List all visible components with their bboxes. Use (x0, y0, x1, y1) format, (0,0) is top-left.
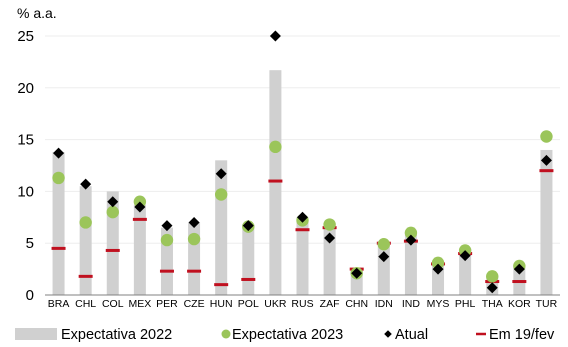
marker-series (51, 30, 554, 294)
x-tick-label: RUS (291, 298, 313, 310)
x-tick-label: HUN (210, 298, 233, 310)
legend-item: Atual (384, 327, 428, 343)
bar-series (52, 70, 553, 295)
x-tick-label: BRA (48, 298, 70, 310)
atual-point (107, 196, 119, 208)
legend-item: Em 19/fev (476, 327, 555, 343)
y-tick-label: 25 (17, 28, 34, 45)
y-tick-label: 15 (17, 132, 34, 149)
bar (540, 149, 553, 295)
expectativa-2023-point (323, 218, 336, 231)
legend-label: Expectativa 2022 (61, 327, 172, 343)
x-tick-label: CHN (345, 298, 368, 310)
atual-point (242, 220, 254, 232)
x-tick-label: IND (402, 298, 421, 310)
atual-point (378, 251, 390, 263)
atual-point (405, 234, 417, 246)
y-tick-label: 5 (26, 235, 34, 252)
x-axis-categories: BRA CHL COL MEX PER CZE HUN POL UKR RUS ZAF CHN IDN I… (48, 298, 558, 310)
bar (242, 224, 255, 295)
y-tick-label: 20 (17, 80, 34, 97)
x-tick-label: ZAF (320, 298, 340, 310)
atual-point (459, 250, 471, 262)
legend: Expectativa 2022 Expectativa 2023 Atual Em … (15, 327, 555, 343)
y-tick-label: 10 (17, 183, 34, 200)
legend-swatch-bar (15, 328, 57, 340)
legend-item: Expectativa 2022 (15, 327, 172, 343)
x-tick-label: KOR (508, 298, 531, 310)
bar (79, 186, 92, 295)
atual-point (486, 282, 498, 294)
bar (432, 263, 445, 295)
atual-point (188, 216, 200, 228)
expectativa-2023-point (269, 140, 282, 154)
bar (404, 231, 417, 295)
atual-point (161, 220, 173, 232)
expectativa-2023-point (160, 233, 174, 247)
expectativa-2023-point (431, 256, 445, 270)
bar (459, 248, 472, 295)
y-axis-unit-label: % a.a. (17, 5, 57, 21)
expectativa-2023-point (52, 171, 65, 185)
x-tick-label: PHL (455, 298, 476, 310)
x-tick-label: THA (482, 298, 503, 310)
bar (296, 217, 309, 295)
gridlines (45, 35, 560, 244)
x-tick-label: MEX (128, 298, 151, 310)
expectativa-2023-point (377, 238, 391, 251)
expectativa-2023-point (214, 188, 228, 201)
y-axis-ticks: 0 5 10 15 20 25 (17, 28, 34, 304)
atual-point (80, 178, 92, 190)
x-tick-label: CHL (75, 298, 96, 310)
legend-swatch-circle (221, 329, 231, 339)
atual-point (297, 211, 308, 223)
legend-label: Em 19/fev (489, 327, 555, 343)
atual-point (269, 30, 281, 42)
x-tick-label: CZE (184, 298, 205, 310)
expectativa-2023-point (486, 270, 499, 283)
legend-item: Expectativa 2023 (221, 327, 343, 343)
bar (323, 224, 336, 295)
expectativa-2023-point (540, 130, 553, 143)
x-tick-label: PER (156, 298, 178, 310)
x-tick-label: IDN (375, 298, 393, 310)
atual-point (134, 201, 146, 213)
legend-label: Atual (395, 327, 428, 343)
x-tick-label: TUR (536, 298, 558, 310)
x-tick-label: POL (238, 298, 259, 310)
atual-point (351, 267, 363, 279)
atual-point (215, 168, 227, 180)
atual-point (324, 232, 336, 244)
y-tick-label: 0 (26, 287, 34, 304)
expectativa-2023-point (187, 232, 201, 246)
expectativa-2023-point (106, 205, 119, 219)
atual-point (432, 263, 444, 275)
atual-point (513, 263, 525, 275)
legend-label: Expectativa 2023 (232, 327, 343, 343)
x-tick-label: MYS (427, 298, 450, 310)
expectativa-2023-point (79, 216, 92, 229)
expectativa-2023-point (404, 226, 418, 240)
legend-swatch-diamond (384, 330, 392, 338)
x-tick-label: UKR (264, 298, 287, 310)
bar (269, 70, 282, 295)
atual-point (53, 147, 65, 159)
x-tick-label: COL (102, 298, 124, 310)
bar (133, 204, 146, 295)
bar (215, 160, 228, 295)
atual-point (540, 154, 552, 166)
bar (52, 152, 65, 295)
